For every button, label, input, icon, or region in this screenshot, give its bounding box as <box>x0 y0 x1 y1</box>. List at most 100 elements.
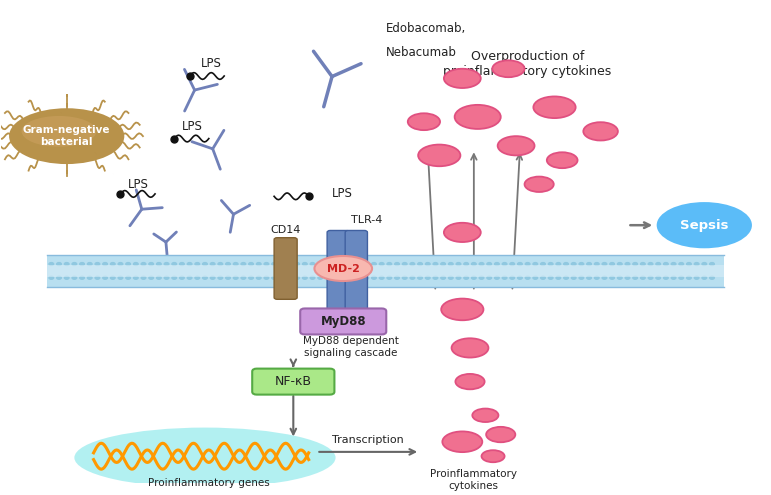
Circle shape <box>594 262 599 265</box>
Circle shape <box>494 276 499 279</box>
Circle shape <box>548 262 553 265</box>
Circle shape <box>426 262 430 265</box>
Circle shape <box>587 276 591 279</box>
Ellipse shape <box>534 97 576 118</box>
Circle shape <box>625 276 630 279</box>
Circle shape <box>234 276 238 279</box>
Circle shape <box>348 276 353 279</box>
Ellipse shape <box>584 122 618 141</box>
Circle shape <box>387 262 392 265</box>
Circle shape <box>571 276 576 279</box>
Circle shape <box>287 262 291 265</box>
Circle shape <box>318 276 322 279</box>
Circle shape <box>341 262 345 265</box>
Circle shape <box>502 262 507 265</box>
Circle shape <box>487 262 492 265</box>
Circle shape <box>449 262 453 265</box>
Circle shape <box>287 276 291 279</box>
Circle shape <box>103 262 107 265</box>
Circle shape <box>525 276 530 279</box>
Circle shape <box>180 262 184 265</box>
Circle shape <box>364 276 369 279</box>
Circle shape <box>149 262 153 265</box>
Circle shape <box>564 276 568 279</box>
Text: Gram-negative
bacterial: Gram-negative bacterial <box>23 125 110 147</box>
Ellipse shape <box>444 69 481 88</box>
Text: LPS: LPS <box>182 120 203 133</box>
Circle shape <box>203 276 207 279</box>
Circle shape <box>464 262 469 265</box>
Circle shape <box>302 262 307 265</box>
Circle shape <box>218 262 223 265</box>
Circle shape <box>372 262 376 265</box>
Circle shape <box>480 262 484 265</box>
Ellipse shape <box>455 105 500 129</box>
Circle shape <box>249 276 254 279</box>
Ellipse shape <box>487 427 515 442</box>
Text: TLR-4: TLR-4 <box>351 215 382 225</box>
Circle shape <box>279 276 284 279</box>
Circle shape <box>533 276 537 279</box>
Circle shape <box>133 276 138 279</box>
Circle shape <box>510 276 514 279</box>
Circle shape <box>687 262 692 265</box>
Circle shape <box>203 262 207 265</box>
Circle shape <box>133 262 138 265</box>
Circle shape <box>95 262 99 265</box>
Circle shape <box>418 276 423 279</box>
Ellipse shape <box>492 60 524 77</box>
Text: Sepsis: Sepsis <box>680 219 729 232</box>
Circle shape <box>464 276 469 279</box>
Circle shape <box>264 262 269 265</box>
Circle shape <box>610 276 614 279</box>
Circle shape <box>395 276 399 279</box>
Circle shape <box>641 276 645 279</box>
Circle shape <box>302 276 307 279</box>
Circle shape <box>172 276 177 279</box>
Circle shape <box>218 276 223 279</box>
Circle shape <box>325 262 330 265</box>
Circle shape <box>295 262 299 265</box>
Circle shape <box>664 262 668 265</box>
Text: NF-κB: NF-κB <box>274 375 311 388</box>
Circle shape <box>433 276 438 279</box>
Circle shape <box>126 276 130 279</box>
Circle shape <box>210 276 215 279</box>
Circle shape <box>633 276 638 279</box>
Circle shape <box>418 262 423 265</box>
Text: Edobacomab,: Edobacomab, <box>386 22 466 35</box>
Circle shape <box>310 276 315 279</box>
Circle shape <box>410 276 415 279</box>
Text: LPS: LPS <box>332 188 352 200</box>
Ellipse shape <box>408 113 440 130</box>
Ellipse shape <box>497 136 534 155</box>
Circle shape <box>672 262 676 265</box>
Circle shape <box>510 262 514 265</box>
Circle shape <box>372 276 376 279</box>
Text: Overproduction of
proinflammatory cytokines: Overproduction of proinflammatory cytoki… <box>443 50 611 78</box>
Circle shape <box>602 262 607 265</box>
Circle shape <box>502 276 507 279</box>
Circle shape <box>318 262 322 265</box>
FancyBboxPatch shape <box>327 231 349 319</box>
Circle shape <box>57 262 62 265</box>
Circle shape <box>65 262 69 265</box>
Circle shape <box>579 276 584 279</box>
Circle shape <box>57 276 62 279</box>
Circle shape <box>180 276 184 279</box>
Circle shape <box>695 262 699 265</box>
Circle shape <box>110 262 115 265</box>
Circle shape <box>272 276 277 279</box>
Circle shape <box>402 276 407 279</box>
Text: CD14: CD14 <box>271 225 301 235</box>
Circle shape <box>272 262 277 265</box>
Circle shape <box>49 276 54 279</box>
Circle shape <box>564 262 568 265</box>
Circle shape <box>587 262 591 265</box>
Circle shape <box>618 262 622 265</box>
Circle shape <box>525 262 530 265</box>
Circle shape <box>709 262 714 265</box>
Ellipse shape <box>547 152 577 168</box>
Circle shape <box>172 262 177 265</box>
Circle shape <box>426 276 430 279</box>
